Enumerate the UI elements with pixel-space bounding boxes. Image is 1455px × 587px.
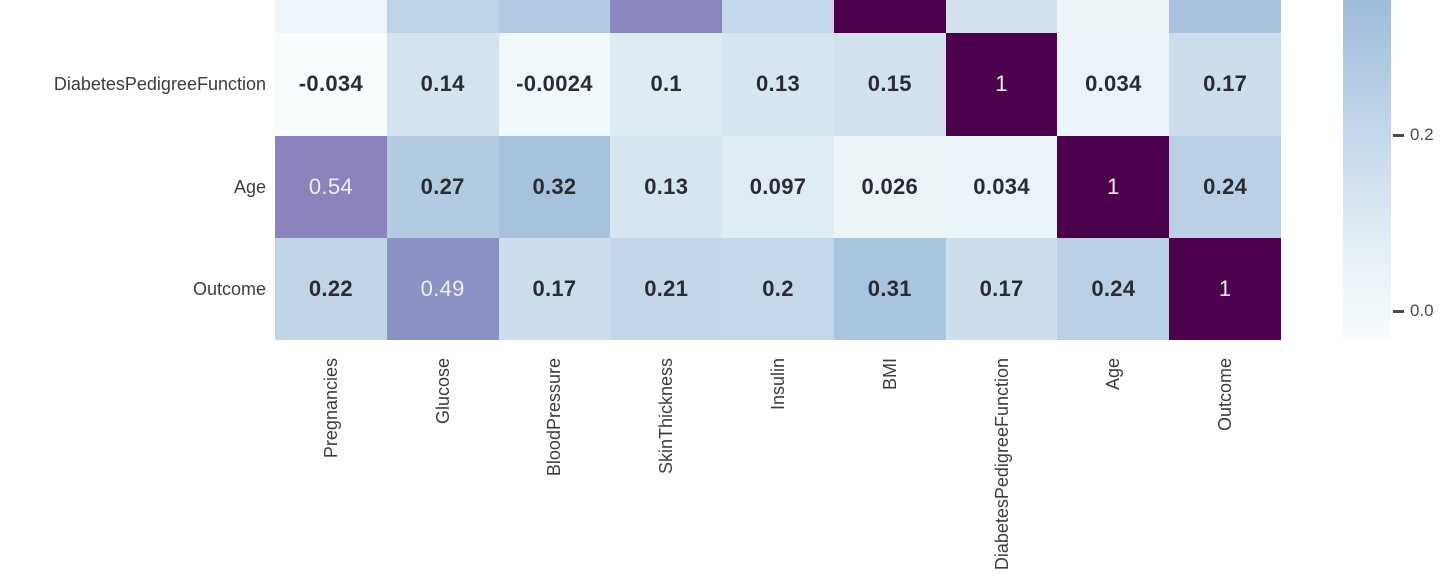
- heatmap-row-age: 0.54 0.27 0.32 0.13 0.097 0.026 0.034 1 0.24: [275, 135, 1282, 238]
- heatmap-cell-value: 0.2: [762, 276, 794, 302]
- heatmap-cell-value: 0.1: [650, 71, 682, 97]
- heatmap-cell: 0.14: [386, 33, 499, 136]
- heatmap-cell: -0.0024: [498, 33, 611, 136]
- heatmap-cell-value: 0.15: [867, 71, 912, 97]
- heatmap-cell: [1169, 0, 1282, 34]
- heatmap-cell: 0.17: [498, 237, 611, 341]
- y-tick-label-diabetespedigreefunction: DiabetesPedigreeFunction: [53, 74, 266, 95]
- colorbar-tick-label: 0.2: [1410, 125, 1434, 144]
- colorbar-tick-mark: [1393, 134, 1404, 137]
- colorbar-tick-mark: [1393, 310, 1404, 313]
- heatmap-cell: 1: [1169, 237, 1282, 341]
- heatmap-cell-value: 0.22: [308, 276, 353, 302]
- heatmap-cell: 0.13: [722, 33, 834, 136]
- colorbar-gradient: [1343, 0, 1391, 339]
- heatmap-cell: 0.1: [610, 33, 723, 136]
- x-tick-label-glucose: Glucose: [432, 358, 453, 425]
- x-tick-label-insulin: Insulin: [768, 358, 788, 411]
- colorbar: [1343, 0, 1391, 339]
- heatmap-cell: 0.54: [275, 135, 387, 238]
- heatmap-cell-value: 0.17: [532, 276, 577, 302]
- colorbar-tick-label: 0.0: [1410, 301, 1434, 320]
- heatmap-cell: 0.034: [945, 135, 1058, 238]
- heatmap-cell-value: 0.24: [1091, 276, 1136, 302]
- heatmap-cell-value: 0.034: [973, 173, 1030, 199]
- heatmap-cell-value: 0.13: [756, 71, 801, 97]
- heatmap-cell: 0.097: [722, 135, 834, 238]
- heatmap-cell: 0.15: [833, 33, 946, 136]
- heatmap-grid: -0.034 0.14 -0.0024 0.1 0.13 0.15 1 0.034 0.17 0.…: [275, 0, 1282, 341]
- heatmap-cell-value: 0.54: [308, 173, 353, 199]
- heatmap-cell: [610, 0, 723, 34]
- x-tick-label-bmi: BMI: [879, 358, 900, 391]
- x-tick-label-age: Age: [1103, 358, 1124, 391]
- heatmap-cell: [386, 0, 499, 34]
- heatmap-cell: 0.034: [1057, 33, 1170, 136]
- heatmap-cell-value: 0.14: [420, 71, 465, 97]
- heatmap-cell-value: 1: [1218, 276, 1232, 302]
- heatmap-cell-value: 0.31: [867, 276, 912, 302]
- heatmap-cell: 0.026: [833, 135, 946, 238]
- heatmap-cell: [722, 0, 834, 34]
- heatmap-cell: 0.17: [945, 237, 1058, 341]
- heatmap-cell-value: 0.27: [420, 173, 465, 199]
- heatmap-cell-value: 0.17: [979, 276, 1024, 302]
- heatmap-cell: -0.034: [275, 33, 387, 136]
- x-tick-label-bloodpressure: BloodPressure: [544, 358, 565, 477]
- heatmap-cell: [945, 0, 1058, 34]
- heatmap-row-outcome: 0.22 0.49 0.17 0.21 0.2 0.31 0.17 0.24 1: [275, 237, 1282, 341]
- heatmap-cell-value: 0.026: [861, 173, 919, 199]
- heatmap-row-diabetespedigreefunction: -0.034 0.14 -0.0024 0.1 0.13 0.15 1 0.034 0.17: [275, 33, 1282, 136]
- heatmap-cell: 0.17: [1169, 33, 1282, 136]
- y-tick-label-age: Age: [233, 176, 266, 197]
- heatmap-cell: 0.2: [722, 237, 834, 341]
- heatmap-cell: [833, 0, 946, 34]
- heatmap-cell: 0.21: [610, 237, 723, 341]
- heatmap-cell: 0.32: [498, 135, 611, 238]
- heatmap-cell-value: 0.21: [644, 276, 689, 302]
- heatmap-cell-value: 0.32: [532, 173, 577, 199]
- heatmap-cell-value: 0.034: [1085, 71, 1142, 97]
- heatmap-cell-value: 0.13: [644, 173, 689, 199]
- heatmap-cell: 0.49: [386, 237, 499, 341]
- x-tick-label-diabetespedigreefunction: DiabetesPedigreeFunction: [991, 358, 1012, 571]
- heatmap-cell-value: 1: [995, 71, 1008, 97]
- heatmap-cell: [498, 0, 611, 34]
- heatmap-cell: [1057, 0, 1170, 34]
- x-tick-label-outcome: Outcome: [1215, 358, 1236, 432]
- heatmap-cell: 0.31: [833, 237, 946, 341]
- heatmap-cell-value: -0.0024: [516, 71, 593, 97]
- heatmap-cell: 0.27: [386, 135, 499, 238]
- heatmap-row-partial: [275, 0, 1282, 34]
- heatmap-cell-value: 0.17: [1203, 71, 1248, 97]
- heatmap-cell: 0.24: [1057, 237, 1170, 341]
- heatmap-cell-value: 1: [1107, 173, 1120, 199]
- x-tick-label-pregnancies: Pregnancies: [320, 358, 341, 459]
- x-tick-label-skinthickness: SkinThickness: [656, 358, 677, 475]
- heatmap-cell: 1: [1057, 135, 1170, 238]
- heatmap-cell: 0.22: [275, 237, 387, 341]
- heatmap-cell: 0.24: [1169, 135, 1282, 238]
- heatmap-cell-value: 0.24: [1203, 173, 1248, 199]
- heatmap-cell-value: -0.034: [298, 71, 363, 97]
- heatmap-cell-value: 0.097: [749, 173, 807, 199]
- heatmap-cell: 0.13: [610, 135, 723, 238]
- heatmap-cell-value: 0.49: [420, 276, 465, 302]
- heatmap-cell: [275, 0, 387, 34]
- y-tick-label-outcome: Outcome: [192, 279, 266, 300]
- heatmap-cell: 1: [945, 33, 1058, 136]
